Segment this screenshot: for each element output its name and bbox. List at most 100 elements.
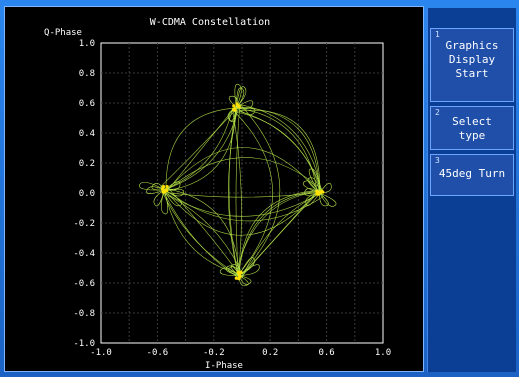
- constellation-point: [315, 192, 319, 196]
- 45deg-turn-softkey[interactable]: 3 45deg Turn: [430, 154, 514, 196]
- constellation-point: [165, 185, 169, 189]
- constellation-point: [237, 277, 241, 281]
- constellation-point: [320, 189, 324, 193]
- signal-trace: [233, 109, 323, 190]
- signal-trace: [242, 188, 320, 275]
- signal-trace: [302, 180, 320, 194]
- y-tick-label: 0.0: [79, 189, 95, 199]
- softkey-panel: 1 Graphics Display Start 2 Select type 3…: [427, 8, 516, 372]
- signal-trace: [162, 157, 323, 195]
- signal-trace: [319, 192, 337, 207]
- constellation-point: [234, 276, 238, 280]
- softkey-label-line: type: [458, 129, 486, 142]
- signal-trace: [228, 266, 240, 276]
- constellation-point: [160, 187, 165, 191]
- y-tick-labels: 1.0 0.8 0.6 0.4 0.2 0.0 -0.2 -0.4 -0.6 -0.8 -1.0: [73, 39, 95, 349]
- y-tick-label: 0.8: [79, 69, 95, 79]
- signal-trace: [160, 186, 238, 278]
- constellation-point: [164, 189, 169, 193]
- softkey-label-line: Start: [455, 67, 489, 80]
- signal-trace: [163, 147, 319, 194]
- signal-trace: [162, 193, 243, 279]
- signal-trace: [238, 264, 260, 276]
- signal-trace: [166, 107, 234, 189]
- softkey-label-line: Select: [452, 115, 492, 128]
- signal-trace: [138, 181, 165, 191]
- x-tick-label: -0.6: [147, 348, 169, 358]
- signal-trace: [308, 168, 320, 194]
- signal-trace: [235, 106, 241, 279]
- softkey-label-line: 45deg Turn: [438, 167, 506, 180]
- signal-trace: [153, 189, 165, 207]
- signal-trace: [232, 109, 242, 279]
- signal-trace: [146, 186, 165, 195]
- signal-trace: [219, 267, 240, 276]
- signal-trace: [241, 194, 318, 279]
- x-tick-label: 1.0: [375, 348, 391, 358]
- y-axis-label: Q-Phase: [44, 28, 82, 38]
- signal-trace: [234, 83, 242, 108]
- signal-trace: [227, 107, 237, 122]
- signal-trace: [168, 192, 319, 198]
- grid-lines: [101, 43, 383, 343]
- signal-trace: [236, 107, 256, 115]
- y-tick-label: 0.2: [79, 159, 95, 169]
- x-axis-label: I-Phase: [205, 361, 243, 371]
- signal-trace: [237, 103, 322, 192]
- signal-trace: [319, 192, 329, 207]
- y-tick-label: -0.8: [73, 309, 95, 319]
- signal-trace: [164, 191, 237, 274]
- signal-trace: [160, 108, 238, 187]
- x-tick-label: 0.6: [318, 348, 334, 358]
- signal-trace: [228, 105, 239, 272]
- signal-trace: [319, 182, 332, 194]
- y-tick-label: 0.4: [79, 129, 95, 139]
- y-tick-label: -0.4: [73, 249, 95, 259]
- signal-trace: [235, 191, 316, 277]
- signal-trace: [232, 110, 323, 197]
- constellation-point: [161, 190, 165, 194]
- x-tick-labels: -1.0 -0.6 -0.2 0.2 0.6 1.0: [90, 348, 391, 358]
- signal-trace: [236, 86, 247, 108]
- y-tick-label: -0.2: [73, 219, 95, 229]
- constellation-point: [162, 185, 166, 189]
- signal-trace: [162, 192, 244, 277]
- signal-trace: [164, 189, 320, 236]
- signal-trace: [238, 257, 255, 276]
- signal-trace: [305, 192, 320, 206]
- signal-trace: [165, 192, 321, 217]
- signal-trace: [239, 104, 281, 275]
- softkey-index: 2: [435, 108, 440, 117]
- y-tick-label: -0.6: [73, 279, 95, 289]
- signal-trace: [165, 107, 233, 189]
- signal-trace: [230, 264, 240, 276]
- softkey-label-line: Graphics: [445, 39, 499, 52]
- signal-trace: [228, 103, 239, 277]
- chart-title: W-CDMA Constellation: [150, 17, 270, 28]
- constellation-point: [233, 108, 237, 112]
- signal-trace: [228, 107, 237, 123]
- y-tick-label: 1.0: [79, 39, 95, 49]
- graphics-display-start-softkey[interactable]: 1 Graphics Display Start: [430, 28, 514, 102]
- x-tick-label: 0.2: [262, 348, 278, 358]
- softkey-label-line: Display: [448, 53, 496, 66]
- signal-traces: [138, 83, 337, 287]
- signal-trace: [238, 190, 322, 276]
- select-type-softkey[interactable]: 2 Select type: [430, 106, 514, 150]
- signal-trace: [236, 100, 254, 109]
- constellation-point: [237, 271, 241, 275]
- symbol-points: [160, 102, 325, 281]
- signal-trace: [160, 187, 240, 277]
- signal-trace: [225, 265, 240, 276]
- signal-trace: [160, 189, 169, 215]
- x-tick-label: -0.2: [203, 348, 225, 358]
- signal-trace: [304, 188, 320, 196]
- signal-trace: [164, 181, 181, 191]
- signal-trace: [164, 189, 182, 207]
- signal-trace: [234, 107, 320, 194]
- constellation-point: [236, 104, 241, 108]
- plot-area: 1.0 0.8 0.6 0.4 0.2 0.0 -0.2 -0.4 -0.6 -0.8 -1.0 -…: [73, 39, 391, 358]
- constellation-plot: W-CDMA Constellation Q-Phase I-Phase 1.0…: [44, 17, 391, 371]
- signal-trace: [307, 177, 320, 194]
